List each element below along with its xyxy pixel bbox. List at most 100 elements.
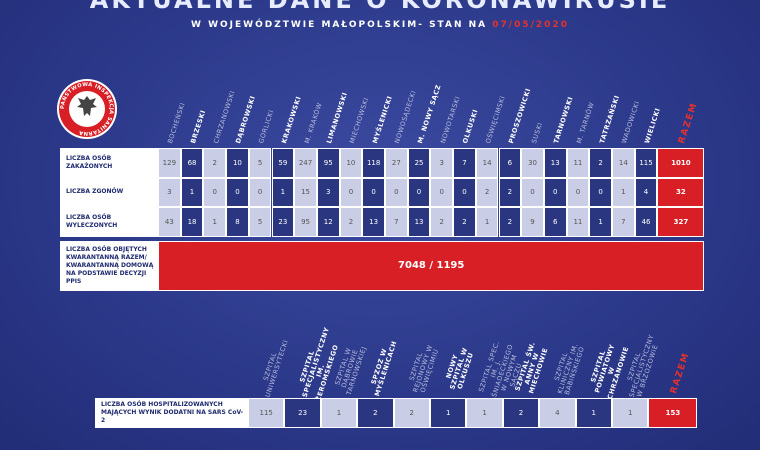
value-cell: 7: [385, 207, 408, 237]
value-cell: 3: [430, 148, 454, 178]
eagle-icon: [77, 96, 97, 116]
hospital-value-cell: 115: [248, 398, 285, 428]
value-cell: 46: [634, 207, 658, 237]
value-cell: 2: [475, 177, 499, 207]
column-header: M. TARNÓW: [574, 101, 596, 145]
column-header: BRZESKI: [189, 108, 208, 145]
value-cell: 11: [566, 148, 590, 178]
quarantine-value: 7048 / 1195: [158, 240, 705, 291]
column-header: GORLICKI: [257, 108, 276, 145]
value-cell: 2: [430, 207, 454, 237]
value-cell: 1: [589, 207, 612, 237]
column-header: KRAKOWSKI: [279, 95, 303, 145]
value-cell: 247: [294, 148, 317, 178]
value-cell: 9: [521, 207, 544, 237]
hospital-header: SZPITAL KLINICZNY IM. BABIŃSKIEGO: [553, 342, 587, 396]
value-cell: 2: [498, 207, 522, 237]
value-cell: 0: [248, 177, 272, 207]
hospital-value-cell: 1: [466, 398, 503, 428]
value-cell: 1: [271, 177, 295, 207]
value-cell: 11: [566, 207, 590, 237]
value-cell: 95: [316, 148, 340, 178]
column-header: BOCHEŃSKI: [166, 101, 188, 145]
value-cell: 14: [612, 148, 635, 178]
value-cell: 30: [521, 148, 544, 178]
total-cell: 1010: [657, 148, 705, 178]
value-cell: 0: [521, 177, 544, 207]
column-header: WADOWICKI: [620, 99, 642, 145]
value-cell: 0: [339, 177, 363, 207]
value-cell: 2: [453, 207, 476, 237]
column-header: DĄBROWSKI: [234, 94, 258, 145]
hospital-header: SPZOZ W MYŚLENICACH: [369, 339, 399, 398]
value-cell: 0: [203, 177, 227, 207]
value-cell: 13: [543, 148, 567, 178]
column-header: MIECHOWSKI: [347, 96, 371, 145]
hospital-total-cell: 153: [648, 398, 698, 428]
column-header: TATRZAŃSKI: [597, 94, 621, 145]
value-cell: 7: [612, 207, 635, 237]
value-cell: 1: [612, 177, 635, 207]
value-cell: 27: [385, 148, 408, 178]
quarantine-label: LICZBA OSÓB OBJĘTYCH KWARANTANNĄ RAZEM/ …: [60, 240, 158, 291]
hospital-header: SZPITAL REJONOWY W OŚWIĘCIMIU: [407, 343, 441, 394]
value-cell: 13: [407, 207, 431, 237]
value-cell: 118: [362, 148, 385, 178]
value-cell: 12: [316, 207, 340, 237]
value-cell: 0: [543, 177, 567, 207]
value-cell: 68: [180, 148, 204, 178]
value-cell: 2: [339, 207, 363, 237]
subtitle-line: W WOJEWÓDZTWIE MAŁOPOLSKIM- STAN NA 07/0…: [0, 20, 760, 30]
value-cell: 129: [158, 148, 181, 178]
hospital-value-cell: 1: [575, 398, 612, 428]
hospital-value-cell: 1: [320, 398, 358, 428]
column-header: PROSZOWICKI: [506, 87, 533, 145]
value-cell: 3: [316, 177, 340, 207]
hospital-header: SZPITAL UNIWERSYTECKI: [261, 338, 291, 399]
column-header: CHRZANOWSKI: [211, 89, 237, 145]
hospital-value-cell: 1: [612, 398, 649, 428]
value-cell: 5: [248, 207, 272, 237]
column-header: WIELICKI: [643, 106, 663, 145]
value-cell: 0: [430, 177, 454, 207]
value-cell: 1: [475, 207, 499, 237]
value-cell: 0: [385, 177, 408, 207]
value-cell: 8: [226, 207, 249, 237]
value-cell: 0: [589, 177, 612, 207]
value-cell: 1: [203, 207, 227, 237]
value-cell: 0: [362, 177, 385, 207]
value-cell: 0: [226, 177, 249, 207]
column-header: NOWOSĄDECKI: [393, 89, 419, 145]
subtitle: W WOJEWÓDZTWIE MAŁOPOLSKIM- STAN NA: [191, 20, 488, 30]
value-cell: 43: [158, 207, 181, 237]
value-cell: 3: [158, 177, 181, 207]
column-header: OLKUSKI: [461, 108, 481, 145]
total-header: RAZEM: [676, 101, 700, 146]
row-label: LICZBA OSÓB ZAKAŻONYCH: [60, 148, 158, 178]
column-header: M. KRAKÓW: [302, 101, 324, 145]
value-cell: 6: [543, 207, 567, 237]
value-cell: 6: [498, 148, 522, 178]
value-cell: 4: [634, 177, 658, 207]
value-cell: 59: [271, 148, 295, 178]
hospital-value-cell: 2: [393, 398, 430, 428]
hospital-value-cell: 1: [430, 398, 467, 428]
value-cell: 5: [248, 148, 272, 178]
value-cell: 95: [294, 207, 317, 237]
column-header: LIMANOWSKI: [325, 91, 350, 145]
hospital-total-header: RAZEM: [668, 351, 692, 396]
row-label: LICZBA OSÓB WYLECZONYCH: [60, 207, 158, 237]
value-cell: 1: [180, 177, 204, 207]
logo: PAŃSTWOWA INSPEKCJA SANITARNA: [57, 79, 117, 139]
value-cell: 2: [589, 148, 612, 178]
value-cell: 0: [407, 177, 431, 207]
column-header: M. NOWY SĄCZ: [416, 83, 443, 145]
hospital-value-cell: 2: [357, 398, 394, 428]
title: AKTUALNE DANE O KORONAWIRUSIE: [89, 0, 671, 14]
hospital-value-cell: 23: [284, 398, 321, 428]
column-header: NOWOTARSKI: [438, 95, 462, 145]
hospital-value-cell: 4: [539, 398, 576, 428]
value-cell: 115: [634, 148, 658, 178]
hospital-row-label: LICZBA OSÓB HOSPITALIZOWANYCH MAJĄCYCH W…: [95, 398, 248, 428]
